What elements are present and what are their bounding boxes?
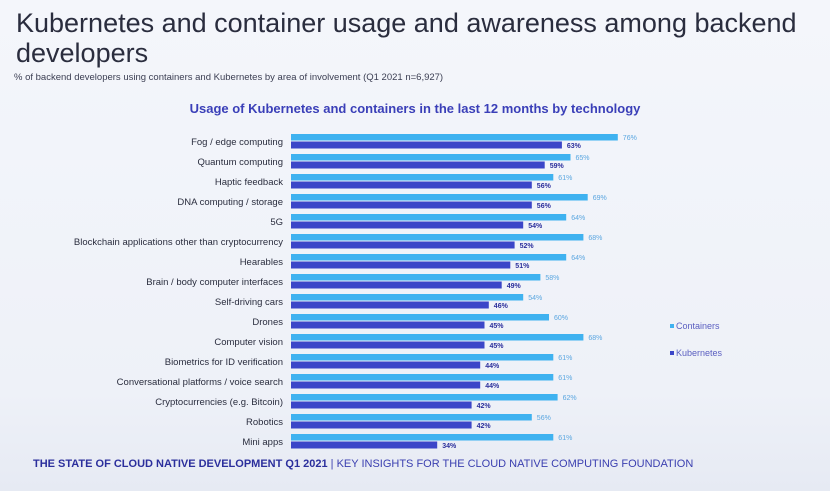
category-label: Quantum computing — [197, 157, 283, 168]
containers-value-label: 61% — [558, 375, 572, 382]
kubernetes-value-label: 51% — [515, 263, 530, 270]
kubernetes-value-label: 44% — [485, 383, 500, 390]
containers-bar — [291, 254, 567, 261]
legend-item-containers: Containers — [670, 321, 720, 331]
containers-value-label: 58% — [545, 275, 559, 282]
containers-bar — [291, 314, 549, 321]
kubernetes-value-label: 59% — [550, 163, 565, 170]
category-label: Blockchain applications other than crypt… — [74, 237, 283, 248]
containers-bar — [291, 154, 571, 161]
kubernetes-bar — [291, 341, 485, 349]
containers-bar — [291, 334, 584, 341]
legend-swatch-containers — [670, 324, 674, 328]
containers-value-label: 61% — [558, 175, 572, 182]
legend-label: Containers — [676, 321, 720, 331]
containers-bar — [291, 374, 554, 381]
category-label: Self-driving cars — [215, 297, 283, 308]
containers-value-label: 68% — [588, 335, 602, 342]
footer-subtitle: KEY INSIGHTS FOR THE CLOUD NATIVE COMPUT… — [336, 458, 694, 470]
containers-bar — [291, 194, 588, 201]
containers-bar — [291, 174, 554, 181]
category-label: Drones — [252, 317, 283, 328]
kubernetes-value-label: 44% — [485, 363, 500, 370]
containers-bar — [291, 214, 567, 221]
containers-bar — [291, 274, 541, 281]
containers-value-label: 64% — [571, 255, 585, 262]
kubernetes-bar — [291, 201, 532, 209]
containers-bar — [291, 234, 584, 241]
kubernetes-bar — [291, 281, 502, 289]
kubernetes-bar — [291, 141, 562, 149]
kubernetes-bar — [291, 221, 524, 229]
containers-value-label: 62% — [563, 395, 577, 402]
category-label: DNA computing / storage — [177, 197, 283, 208]
category-label: Haptic feedback — [215, 177, 283, 188]
kubernetes-bar — [291, 441, 438, 449]
containers-value-label: 61% — [558, 355, 572, 362]
kubernetes-value-label: 34% — [442, 443, 457, 450]
containers-bar — [291, 414, 532, 421]
category-label: Computer vision — [214, 337, 283, 348]
category-label: Cryptocurrencies (e.g. Bitcoin) — [155, 397, 283, 408]
kubernetes-value-label: 42% — [477, 423, 492, 430]
category-label: Biometrics for ID verification — [165, 357, 283, 368]
containers-bar — [291, 434, 554, 441]
containers-bar — [291, 294, 524, 301]
category-label: Mini apps — [242, 437, 283, 448]
category-label: Brain / body computer interfaces — [146, 277, 283, 288]
kubernetes-bar — [291, 321, 485, 329]
kubernetes-bar — [291, 181, 532, 189]
containers-value-label: 60% — [554, 315, 568, 322]
category-label: Robotics — [246, 417, 283, 428]
kubernetes-value-label: 42% — [477, 403, 492, 410]
kubernetes-bar — [291, 361, 481, 369]
containers-value-label: 61% — [558, 435, 572, 442]
containers-bar — [291, 394, 558, 401]
footer-separator: | — [327, 458, 337, 470]
containers-value-label: 64% — [571, 215, 585, 222]
kubernetes-bar — [291, 241, 515, 249]
legend-swatch-kubernetes — [670, 351, 674, 355]
kubernetes-value-label: 46% — [494, 303, 509, 310]
kubernetes-bar — [291, 261, 511, 269]
legend-item-kubernetes: Kubernetes — [670, 348, 722, 358]
category-label: Conversational platforms / voice search — [117, 377, 283, 388]
chart-title: Usage of Kubernetes and containers in th… — [189, 101, 641, 116]
kubernetes-value-label: 45% — [490, 343, 505, 350]
kubernetes-value-label: 56% — [537, 203, 552, 210]
kubernetes-bar — [291, 421, 472, 429]
category-label: 5G — [270, 217, 283, 228]
subtitle: % of backend developers using containers… — [14, 72, 444, 83]
footer-report-title: THE STATE OF CLOUD NATIVE DEVELOPMENT Q1… — [33, 458, 328, 470]
kubernetes-bar — [291, 381, 481, 389]
containers-value-label: 65% — [576, 155, 590, 162]
kubernetes-bar — [291, 401, 472, 409]
kubernetes-bar — [291, 161, 545, 169]
containers-bar — [291, 354, 554, 361]
kubernetes-value-label: 63% — [567, 143, 582, 150]
kubernetes-value-label: 49% — [507, 283, 522, 290]
containers-value-label: 68% — [588, 235, 602, 242]
category-label: Fog / edge computing — [191, 137, 283, 148]
containers-value-label: 76% — [623, 135, 637, 142]
legend-label: Kubernetes — [676, 348, 723, 358]
category-label: Hearables — [240, 257, 284, 268]
kubernetes-value-label: 45% — [490, 323, 505, 330]
containers-value-label: 54% — [528, 295, 542, 302]
footer: THE STATE OF CLOUD NATIVE DEVELOPMENT Q1… — [33, 458, 693, 470]
containers-bar — [291, 134, 618, 141]
containers-value-label: 56% — [537, 415, 551, 422]
kubernetes-value-label: 54% — [528, 223, 543, 230]
kubernetes-value-label: 52% — [520, 243, 535, 250]
kubernetes-value-label: 56% — [537, 183, 552, 190]
page-title: Kubernetes and container usage and aware… — [16, 8, 797, 68]
kubernetes-bar — [291, 301, 489, 309]
containers-value-label: 69% — [593, 195, 607, 202]
